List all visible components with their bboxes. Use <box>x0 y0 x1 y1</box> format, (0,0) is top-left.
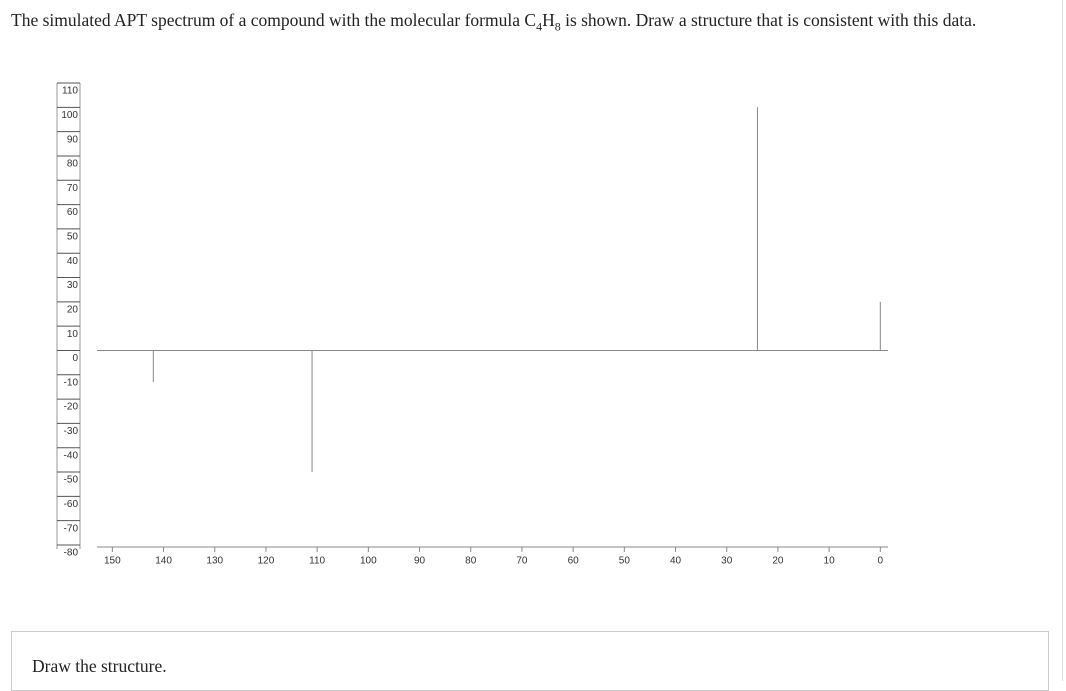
x-tick-label: 90 <box>414 556 426 567</box>
x-tick-label: 30 <box>721 556 733 567</box>
y-tick-label: 40 <box>67 256 79 267</box>
y-tick-label: 70 <box>67 183 79 194</box>
x-tick-label: 20 <box>772 556 784 567</box>
x-tick-label: 40 <box>670 556 682 567</box>
answer-label: Draw the structure. <box>32 656 167 676</box>
x-tick-label: 0 <box>878 556 884 567</box>
x-tick-label: 120 <box>258 556 275 567</box>
answer-box[interactable]: Draw the structure. <box>11 631 1049 691</box>
y-tick-label: -10 <box>64 377 79 388</box>
x-tick-label: 70 <box>516 556 528 567</box>
x-tick-label: 10 <box>824 556 836 567</box>
y-tick-label: 30 <box>67 280 79 291</box>
y-tick-label: -30 <box>64 426 79 437</box>
subscript: 8 <box>554 19 561 34</box>
y-tick-label: -80 <box>64 548 79 559</box>
y-tick-label: 0 <box>72 353 78 364</box>
y-tick-label: 60 <box>67 207 79 218</box>
y-tick-label: -60 <box>64 499 79 510</box>
y-tick-label: -40 <box>64 450 79 461</box>
question-text: H <box>542 10 555 30</box>
y-tick-label: 90 <box>67 134 79 145</box>
y-tick-label: -20 <box>64 402 79 413</box>
x-tick-label: 100 <box>360 556 377 567</box>
question: The simulated APT spectrum of a compound… <box>11 6 1021 41</box>
x-tick-label: 130 <box>206 556 223 567</box>
y-tick-label: 80 <box>67 159 79 170</box>
y-tick-label: 20 <box>67 304 79 315</box>
y-tick-label: 110 <box>62 86 78 97</box>
chart: 1101009080706050403020100-10-20-30-40-50… <box>56 82 888 567</box>
x-tick-label: 140 <box>155 556 172 567</box>
x-tick-label: 150 <box>104 556 121 567</box>
y-tick-label: 50 <box>67 232 79 243</box>
x-tick-label: 60 <box>568 556 580 567</box>
question-text: The simulated APT spectrum of a compound… <box>11 10 537 30</box>
y-tick-label: 10 <box>67 329 79 340</box>
x-tick-label: 110 <box>309 556 325 567</box>
x-tick-label: 80 <box>465 556 477 567</box>
y-tick-label: 100 <box>61 110 78 121</box>
question-text: is shown. Draw a structure that is consi… <box>560 10 977 30</box>
subscript: 4 <box>536 19 543 34</box>
x-tick-label: 50 <box>619 556 631 567</box>
scrollbar <box>1062 0 1066 681</box>
y-tick-label: -70 <box>64 523 79 534</box>
y-tick-label: -50 <box>64 475 79 486</box>
